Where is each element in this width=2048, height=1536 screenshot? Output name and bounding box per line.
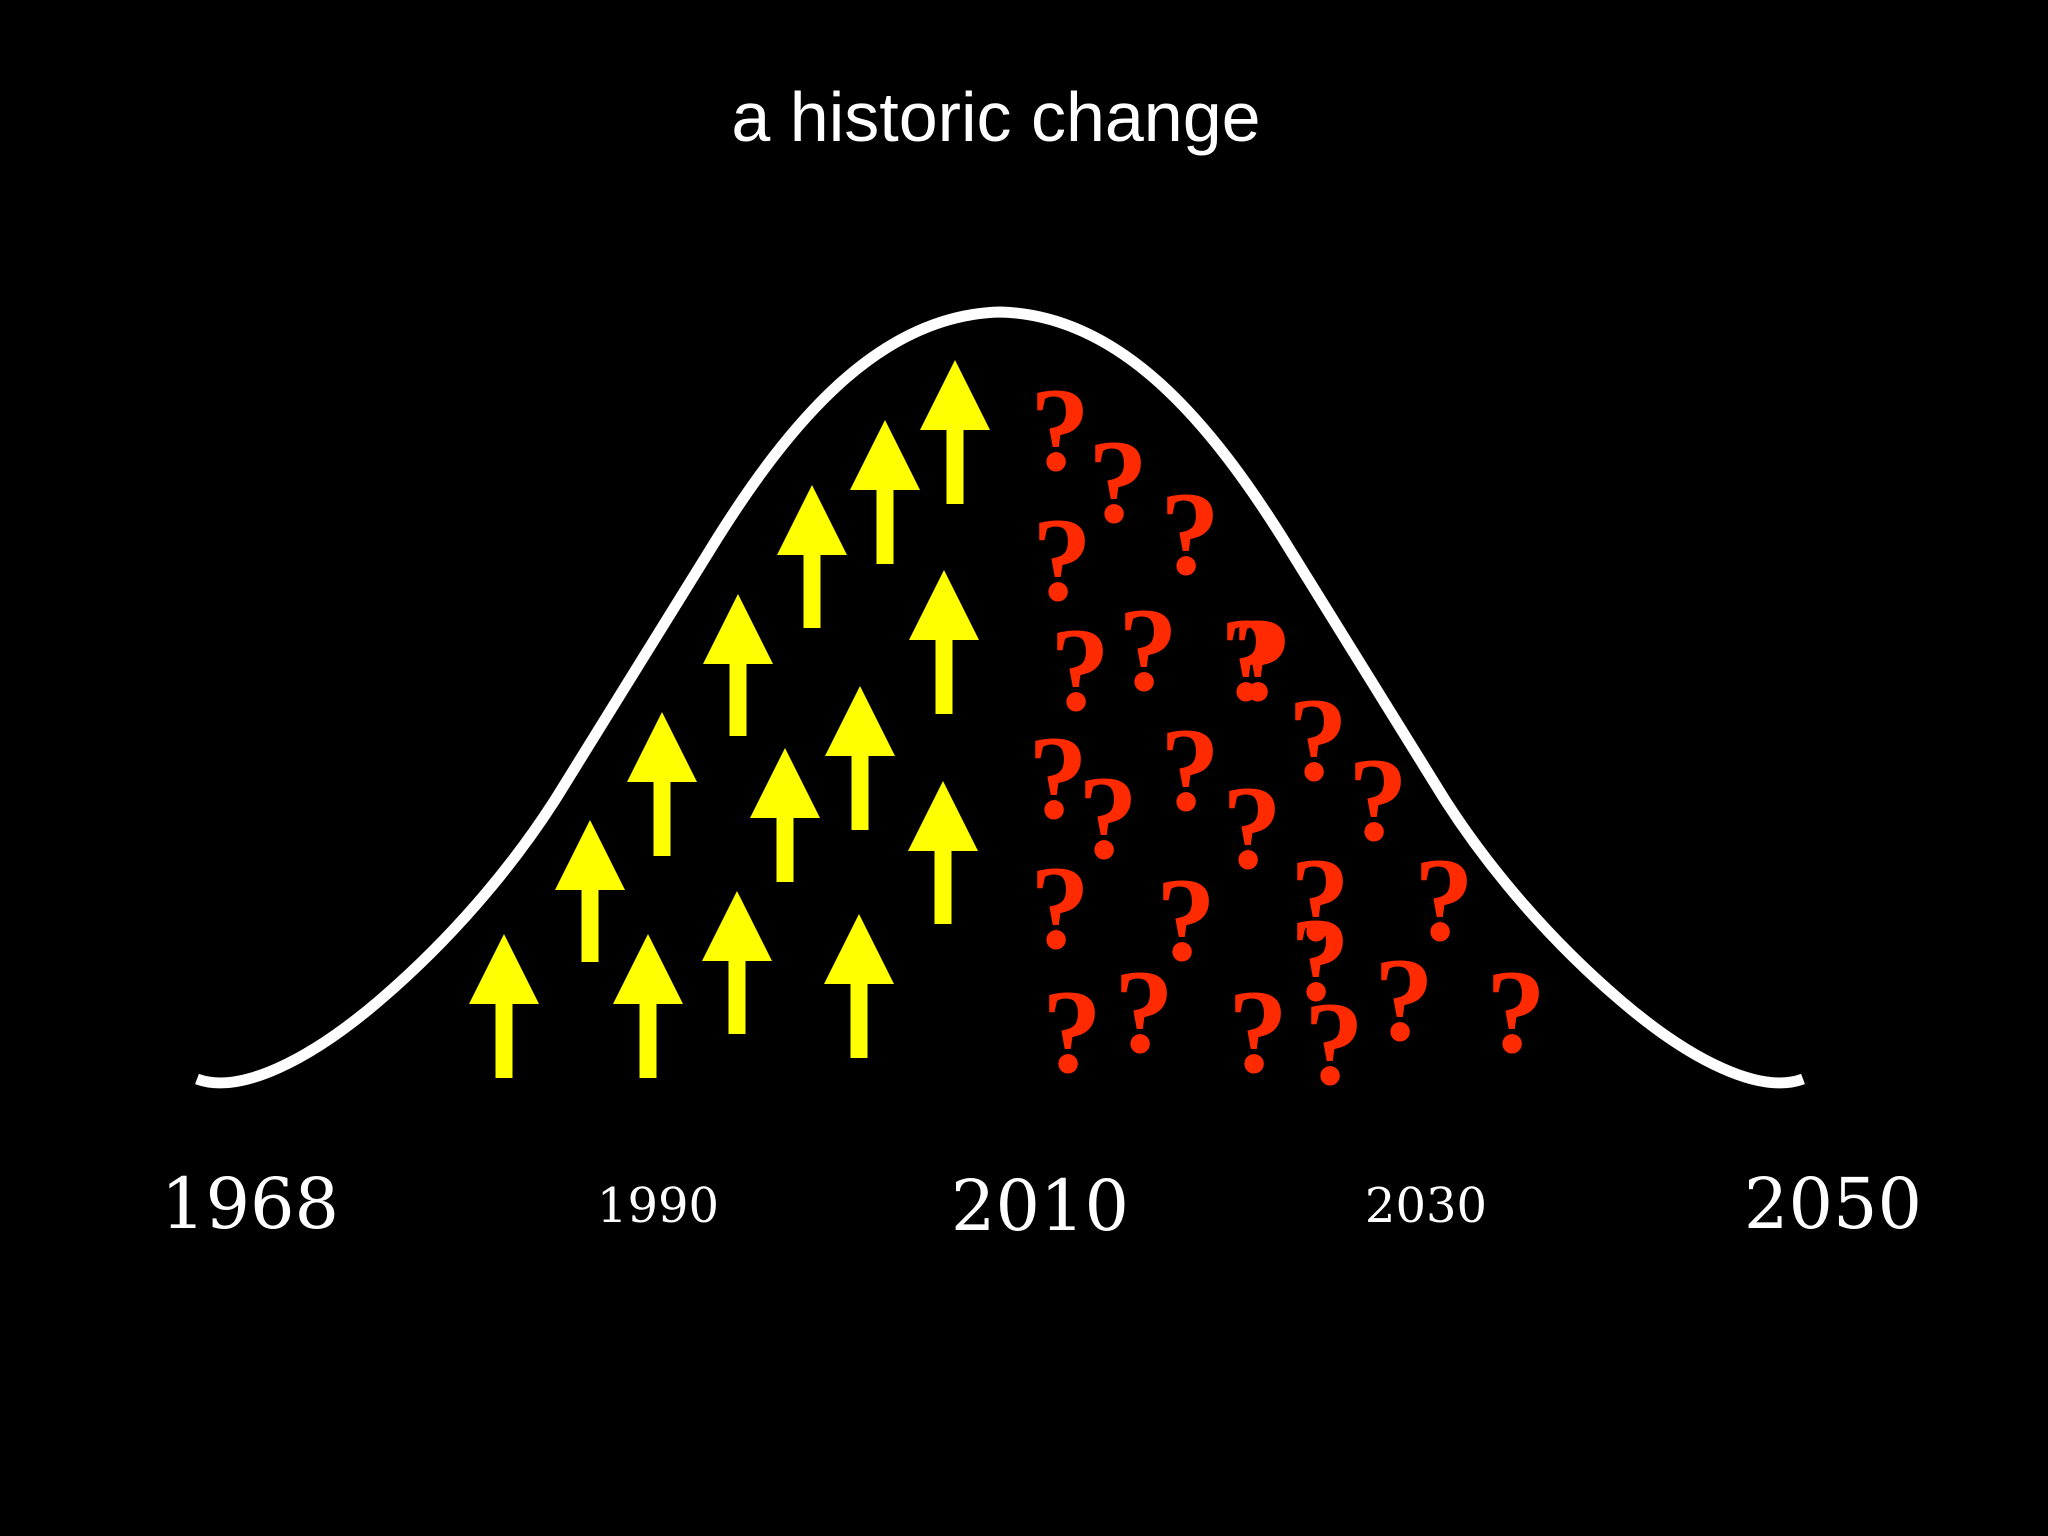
- up-arrow-icon: [850, 420, 920, 564]
- year-label-2010: 2010: [951, 1165, 1129, 1247]
- slide-title: a historic change: [731, 78, 1261, 156]
- up-arrow-icon: [703, 594, 773, 736]
- question-mark-icon: ?: [1290, 833, 1350, 966]
- up-arrow-icon: [825, 686, 895, 830]
- question-mark-icon: ?: [1374, 933, 1434, 1066]
- year-label-1990: 1990: [597, 1178, 719, 1234]
- question-mark-icon: ?: [1028, 711, 1088, 844]
- question-mark-icon: ?: [1156, 853, 1216, 986]
- question-mark-icon: ?: [1042, 965, 1102, 1098]
- question-mark-icon: ?: [1414, 833, 1474, 966]
- up-arrow-icon: [469, 934, 539, 1078]
- question-mark-icon: ?: [1304, 977, 1364, 1110]
- question-mark-icon: ?: [1232, 593, 1292, 726]
- up-arrow-icon: [613, 934, 683, 1078]
- question-mark-icon: ?: [1160, 703, 1220, 836]
- up-arrow-icon: [777, 485, 847, 628]
- question-mark-icon: ?: [1222, 761, 1282, 894]
- year-label-2030: 2030: [1365, 1178, 1487, 1234]
- up-arrow-icon: [555, 820, 625, 962]
- question-mark-icon: ?: [1032, 493, 1092, 626]
- question-mark-icon: ?: [1288, 673, 1348, 806]
- bell-curve: [195, 306, 1805, 1089]
- question-mark-icon: ?: [1228, 965, 1288, 1098]
- question-mark-icon: ?: [1160, 467, 1220, 600]
- upward-arrows-group: [469, 360, 990, 1078]
- question-mark-icon: ?: [1078, 751, 1138, 884]
- question-mark-icon: ?: [1118, 583, 1178, 716]
- question-mark-icon: ?: [1348, 733, 1408, 866]
- year-label-2050: 2050: [1744, 1163, 1922, 1245]
- up-arrow-icon: [908, 781, 978, 924]
- question-mark-icon: ?: [1220, 593, 1280, 726]
- question-mark-icon: ?: [1030, 841, 1090, 974]
- up-arrow-icon: [627, 712, 697, 856]
- question-mark-icon: ?: [1050, 603, 1110, 736]
- up-arrow-icon: [750, 748, 820, 882]
- up-arrow-icon: [909, 570, 979, 714]
- question-mark-icon: ?: [1290, 893, 1350, 1026]
- question-mark-icon: ?: [1114, 945, 1174, 1078]
- question-mark-icon: ?: [1030, 363, 1090, 496]
- up-arrow-icon: [824, 914, 894, 1058]
- up-arrow-icon: [920, 360, 990, 504]
- up-arrow-icon: [702, 891, 772, 1034]
- question-mark-icon: ?: [1486, 945, 1546, 1078]
- question-mark-icon: ?: [1088, 415, 1148, 548]
- year-label-1968: 1968: [161, 1163, 339, 1245]
- question-marks-group: ?????????????????????????: [1028, 363, 1546, 1110]
